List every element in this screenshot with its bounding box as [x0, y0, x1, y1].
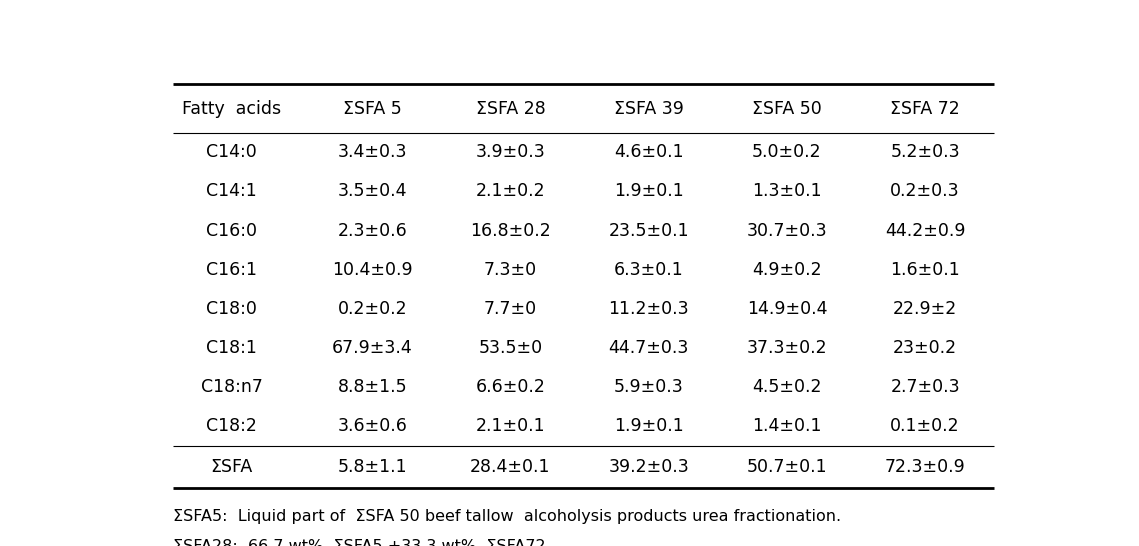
Text: 8.8±1.5: 8.8±1.5 [337, 378, 407, 396]
Text: 7.3±0: 7.3±0 [484, 260, 536, 278]
Text: 5.9±0.3: 5.9±0.3 [614, 378, 683, 396]
Text: 3.9±0.3: 3.9±0.3 [476, 144, 546, 161]
Text: C18:2: C18:2 [206, 417, 257, 435]
Text: 2.3±0.6: 2.3±0.6 [337, 222, 407, 240]
Text: 4.6±0.1: 4.6±0.1 [614, 144, 683, 161]
Text: 5.2±0.3: 5.2±0.3 [891, 144, 960, 161]
Text: 1.9±0.1: 1.9±0.1 [614, 417, 683, 435]
Text: C16:0: C16:0 [206, 222, 257, 240]
Text: 5.0±0.2: 5.0±0.2 [752, 144, 821, 161]
Text: 50.7±0.1: 50.7±0.1 [746, 458, 827, 476]
Text: 6.6±0.2: 6.6±0.2 [475, 378, 546, 396]
Text: ΣSFA5:  Liquid part of  ΣSFA 50 beef tallow  alcoholysis products urea fractiona: ΣSFA5: Liquid part of ΣSFA 50 beef tallo… [173, 509, 842, 524]
Text: ΣSFA 50: ΣSFA 50 [752, 99, 821, 117]
Text: 67.9±3.4: 67.9±3.4 [331, 339, 412, 357]
Text: 44.7±0.3: 44.7±0.3 [608, 339, 689, 357]
Text: 53.5±0: 53.5±0 [478, 339, 542, 357]
Text: Fatty  acids: Fatty acids [182, 99, 281, 117]
Text: 22.9±2: 22.9±2 [893, 300, 957, 318]
Text: ΣSFA 39: ΣSFA 39 [614, 99, 683, 117]
Text: ΣSFA: ΣSFA [211, 458, 253, 476]
Text: C16:1: C16:1 [206, 260, 257, 278]
Text: C14:1: C14:1 [206, 182, 257, 200]
Text: 1.6±0.1: 1.6±0.1 [891, 260, 960, 278]
Text: 0.2±0.3: 0.2±0.3 [891, 182, 960, 200]
Text: 6.3±0.1: 6.3±0.1 [614, 260, 683, 278]
Text: 5.8±1.1: 5.8±1.1 [337, 458, 407, 476]
Text: ΣSFA 5: ΣSFA 5 [343, 99, 402, 117]
Text: 4.5±0.2: 4.5±0.2 [752, 378, 821, 396]
Text: 2.1±0.2: 2.1±0.2 [476, 182, 546, 200]
Text: 0.2±0.2: 0.2±0.2 [337, 300, 407, 318]
Text: 44.2±0.9: 44.2±0.9 [885, 222, 966, 240]
Text: 23±0.2: 23±0.2 [893, 339, 957, 357]
Text: 7.7±0: 7.7±0 [484, 300, 536, 318]
Text: 23.5±0.1: 23.5±0.1 [608, 222, 689, 240]
Text: 2.1±0.1: 2.1±0.1 [476, 417, 546, 435]
Text: 72.3±0.9: 72.3±0.9 [885, 458, 966, 476]
Text: 1.9±0.1: 1.9±0.1 [614, 182, 683, 200]
Text: 3.5±0.4: 3.5±0.4 [337, 182, 407, 200]
Text: ΣSFA 28: ΣSFA 28 [476, 99, 546, 117]
Text: 10.4±0.9: 10.4±0.9 [331, 260, 412, 278]
Text: 37.3±0.2: 37.3±0.2 [746, 339, 827, 357]
Text: ΣSFA 72: ΣSFA 72 [891, 99, 960, 117]
Text: ΣSFA28:  66.7 wt%  ΣSFA5 +33.3 wt%  ΣSFA72: ΣSFA28: 66.7 wt% ΣSFA5 +33.3 wt% ΣSFA72 [173, 539, 546, 546]
Text: C18:1: C18:1 [206, 339, 257, 357]
Text: 14.9±0.4: 14.9±0.4 [747, 300, 827, 318]
Text: 39.2±0.3: 39.2±0.3 [608, 458, 689, 476]
Text: C18:n7: C18:n7 [200, 378, 263, 396]
Text: 3.6±0.6: 3.6±0.6 [337, 417, 407, 435]
Text: 30.7±0.3: 30.7±0.3 [746, 222, 827, 240]
Text: 1.3±0.1: 1.3±0.1 [752, 182, 821, 200]
Text: 3.4±0.3: 3.4±0.3 [337, 144, 407, 161]
Text: 28.4±0.1: 28.4±0.1 [470, 458, 550, 476]
Text: C14:0: C14:0 [206, 144, 257, 161]
Text: 1.4±0.1: 1.4±0.1 [752, 417, 821, 435]
Text: 0.1±0.2: 0.1±0.2 [891, 417, 960, 435]
Text: 16.8±0.2: 16.8±0.2 [470, 222, 551, 240]
Text: 11.2±0.3: 11.2±0.3 [608, 300, 689, 318]
Text: 2.7±0.3: 2.7±0.3 [891, 378, 960, 396]
Text: 4.9±0.2: 4.9±0.2 [752, 260, 821, 278]
Text: C18:0: C18:0 [206, 300, 257, 318]
